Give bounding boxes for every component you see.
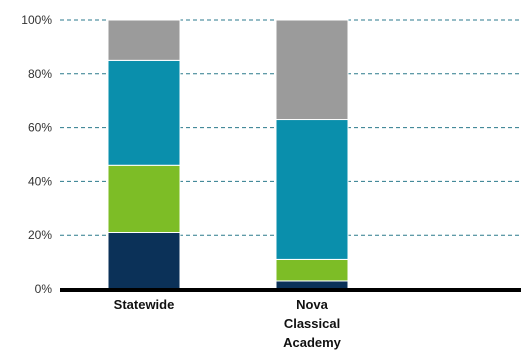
y-axis-ticks: 0% 20% 40% 60% 80% 100% xyxy=(21,13,52,296)
y-tick-label: 20% xyxy=(28,228,52,242)
category-label-line: Classical xyxy=(284,316,340,331)
category-label-line: Academy xyxy=(283,335,342,350)
bar-segment xyxy=(107,232,181,290)
category-label-line: Nova xyxy=(296,297,329,312)
x-axis-labels: Statewide Nova Classical Academy xyxy=(114,297,342,350)
y-tick-label: 100% xyxy=(21,13,52,27)
bar-segment xyxy=(275,19,349,121)
bar-segment xyxy=(275,119,349,260)
bar-segment xyxy=(107,59,181,166)
y-tick-label: 40% xyxy=(28,174,52,188)
bar-segment xyxy=(275,280,349,290)
category-label: Statewide xyxy=(114,297,175,312)
y-tick-label: 60% xyxy=(28,121,52,135)
y-tick-label: 0% xyxy=(35,282,53,296)
bars xyxy=(107,19,349,290)
bar-segment xyxy=(107,164,181,234)
bar-segment xyxy=(107,19,181,61)
category-label: Nova Classical Academy xyxy=(283,297,342,350)
bar-segment xyxy=(275,258,349,282)
category-label-line: Statewide xyxy=(114,297,175,312)
y-tick-label: 80% xyxy=(28,67,52,81)
